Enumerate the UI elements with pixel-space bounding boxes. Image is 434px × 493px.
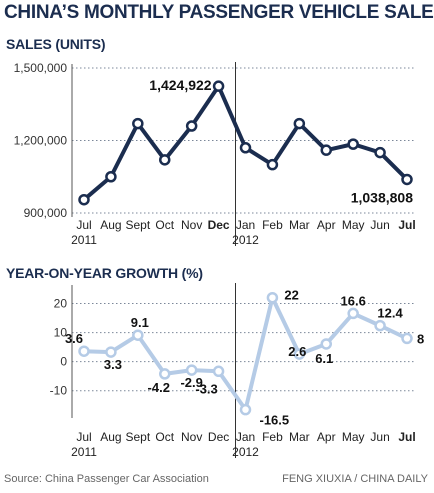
main-title: CHINA’S MONTHLY PASSENGER VEHICLE SALES [4, 2, 434, 23]
data-point [239, 403, 252, 416]
x-tick-label: Mar [289, 218, 310, 232]
data-point [185, 364, 198, 376]
y-tick-label: -10 [50, 384, 68, 398]
y-tick-label: 900,000 [24, 206, 68, 220]
year-label: 2012 [232, 233, 259, 247]
x-tick-label: Nov [181, 218, 202, 232]
x-tick-label: Jan [236, 430, 255, 444]
data-point [401, 173, 413, 186]
data-point [132, 329, 144, 341]
data-point [293, 117, 306, 130]
data-label: 12.4 [377, 306, 403, 321]
data-point [266, 158, 279, 171]
sales-chart-title: SALES (UNITS) [6, 36, 106, 52]
x-tick-label: Feb [262, 430, 283, 444]
data-label: 6.1 [315, 351, 333, 366]
data-label: -3.3 [195, 381, 217, 396]
year-label: 2011 [71, 445, 97, 459]
x-tick-label: Mar [289, 430, 310, 444]
x-tick-label: Dec [208, 430, 229, 444]
data-point [159, 368, 171, 380]
data-point [347, 307, 359, 320]
x-tick-label: Jul [398, 430, 415, 444]
data-label: 3.6 [65, 331, 83, 346]
data-label: 2.6 [288, 344, 306, 359]
y-tick-label: 1,200,000 [14, 134, 68, 148]
x-tick-label: Nov [181, 430, 202, 444]
data-label: -2.9 [180, 375, 202, 390]
x-tick-label: Oct [155, 218, 174, 232]
data-point [105, 346, 117, 358]
y-tick-label: 0 [60, 355, 67, 369]
x-tick-label: Aug [100, 218, 121, 232]
data-point [239, 142, 252, 154]
data-label: 22 [284, 288, 298, 303]
source-note: Source: China Passenger Car Association [4, 473, 209, 485]
data-point [374, 319, 386, 332]
data-point [159, 154, 171, 166]
x-tick-label: Jun [370, 430, 389, 444]
x-tick-label: May [342, 430, 365, 444]
data-label: 9.1 [131, 315, 149, 330]
x-tick-label: Sept [125, 218, 150, 232]
data-point [78, 345, 90, 357]
year-label: 2011 [71, 233, 97, 247]
x-tick-label: Sept [125, 430, 150, 444]
year-label: 2012 [232, 445, 259, 459]
x-tick-label: Jun [370, 218, 389, 232]
data-label: 3.3 [104, 357, 122, 372]
data-point [212, 80, 225, 92]
x-tick-label: Apr [317, 430, 336, 444]
y-tick-label: 10 [54, 326, 68, 340]
data-point [320, 338, 332, 350]
data-label: 1,038,808 [351, 189, 413, 205]
data-label: -4.2 [148, 380, 170, 395]
data-point [320, 144, 332, 156]
data-point [185, 120, 198, 132]
y-tick-label: 20 [54, 297, 68, 311]
x-tick-label: Jul [398, 218, 415, 232]
growth-chart-title: YEAR-ON-YEAR GROWTH (%) [6, 265, 203, 281]
x-tick-label: Apr [317, 218, 336, 232]
data-point [212, 365, 225, 378]
data-point [347, 138, 359, 150]
x-tick-label: Jul [76, 430, 91, 444]
data-label: 16.6 [341, 293, 366, 308]
data-label: 8 [417, 331, 424, 346]
credit-note: FENG XIUXIA / CHINA DAILY [282, 473, 428, 485]
x-tick-label: Dec [208, 218, 230, 232]
x-tick-label: Jan [236, 218, 255, 232]
x-tick-label: May [342, 218, 365, 232]
x-tick-label: Jul [76, 218, 91, 232]
data-point [266, 291, 279, 304]
data-point [374, 146, 386, 159]
x-tick-label: Feb [262, 218, 283, 232]
data-point [105, 171, 117, 183]
data-point [78, 193, 90, 206]
data-point [293, 348, 306, 360]
x-tick-label: Oct [155, 430, 174, 444]
data-label: 1,424,922 [149, 77, 211, 93]
y-tick-label: 1,500,000 [14, 61, 68, 75]
x-tick-label: Aug [100, 430, 121, 444]
data-point [132, 117, 144, 130]
data-label: -16.5 [260, 413, 290, 428]
data-point [401, 332, 413, 345]
